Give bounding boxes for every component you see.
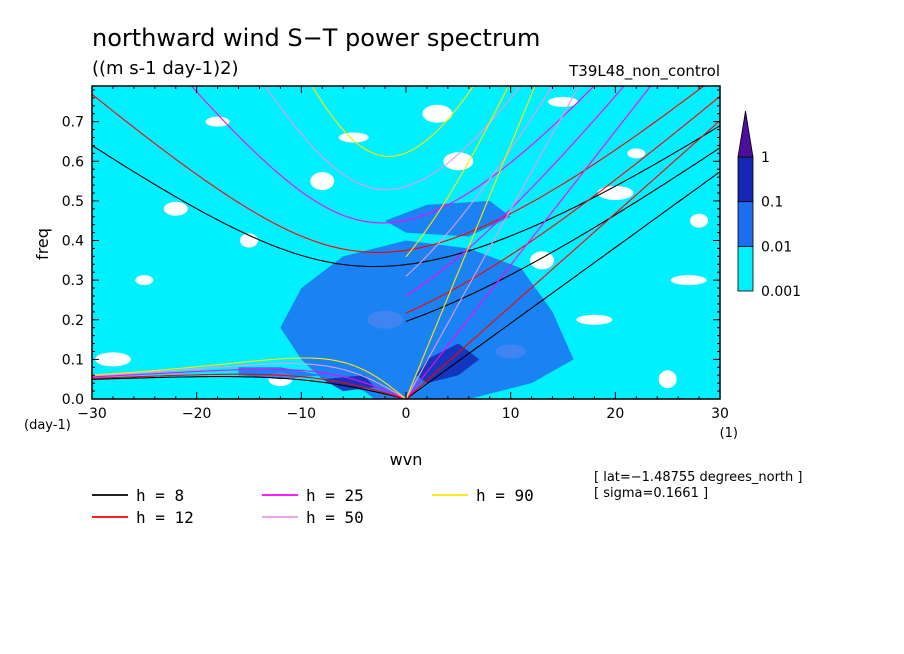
x-axis-label: wvn <box>390 450 423 469</box>
contour-region <box>385 200 511 237</box>
gravity-wave-curve <box>92 86 705 253</box>
rossby-wave-curve <box>92 376 407 399</box>
rossby-wave-curve <box>92 373 407 399</box>
rossby-wave-curve <box>92 363 407 399</box>
kelvin-wave-curve <box>405 86 652 399</box>
low-power-patch <box>670 275 707 286</box>
y-tick-label: 0.4 <box>62 234 84 250</box>
low-power-patch <box>530 251 555 270</box>
legend-label: h = 25 <box>306 486 364 505</box>
low-power-patch <box>548 96 578 107</box>
contour-region <box>416 343 480 384</box>
gravity-wave-curve <box>92 125 720 268</box>
y-tick-label: 0.1 <box>62 352 84 368</box>
x-unit-label: (1) <box>720 426 738 441</box>
low-power-patch <box>597 185 634 200</box>
plot-area <box>91 85 721 400</box>
legend-label: h = 50 <box>306 508 364 527</box>
x-tick-label: −30 <box>77 406 107 422</box>
low-power-patch <box>690 213 709 228</box>
run-label: T39L48_non_control <box>568 62 720 81</box>
low-power-patch <box>627 148 646 159</box>
low-power-patch <box>135 275 154 286</box>
y-tick-label: 0.5 <box>62 194 84 210</box>
lat-annotation: [ lat=−1.48755 degrees_north ] <box>594 470 802 485</box>
colorbar-label: 0.01 <box>761 239 792 255</box>
x-tick-label: 30 <box>711 406 729 422</box>
mixed-rossby-gravity-curve <box>405 147 720 322</box>
colorbar-segment <box>737 245 754 292</box>
chart-subtitle: ((m s-1 day-1)2) <box>92 58 239 79</box>
legend-label: h = 12 <box>136 508 194 527</box>
low-power-patch <box>310 172 335 191</box>
x-tick-label: 0 <box>402 406 411 422</box>
rossby-wave-curve <box>92 357 407 399</box>
mixed-rossby-gravity-curve <box>405 95 720 314</box>
legend-label: h = 8 <box>136 486 184 505</box>
low-power-patch <box>576 314 613 325</box>
mixed-rossby-gravity-curve <box>405 86 625 297</box>
gravity-wave-curve <box>311 86 475 157</box>
x-tick-label: 10 <box>502 406 520 422</box>
colorbar-segment <box>737 201 754 247</box>
low-power-patch <box>163 201 188 216</box>
colorbar-extend-arrow <box>737 110 754 158</box>
y-tick-label: 0.6 <box>62 154 84 170</box>
kelvin-wave-curve <box>405 120 720 399</box>
legend-label: h = 90 <box>476 486 534 505</box>
mixed-rossby-gravity-curve <box>405 86 510 258</box>
colorbar-label: 0.1 <box>761 195 783 211</box>
low-power-patch <box>94 352 131 367</box>
chart-title: northward wind S−T power spectrum <box>92 24 540 52</box>
y-tick-label: 0.7 <box>62 115 84 131</box>
y-tick-label: 0.0 <box>62 392 84 408</box>
kelvin-wave-curve <box>405 86 536 399</box>
legend: h = 8 h = 12 h = 25 h = 50 h = 90 <box>92 486 534 527</box>
axes: −30 −20 −10 0 10 20 30 0.0 0.1 0.2 0.3 0.4 0.5 0.6 0.7 <box>62 86 729 422</box>
rossby-wave-curve <box>92 368 407 399</box>
x-tick-label: −20 <box>182 406 212 422</box>
colorbar-segment <box>737 156 754 203</box>
x-tick-label: −10 <box>287 406 317 422</box>
colorbar-label: 1 <box>761 150 770 166</box>
y-axis-label: freq <box>33 228 52 260</box>
low-power-patch <box>205 116 230 127</box>
y-tick-label: 0.3 <box>62 273 84 289</box>
colorbar-label: 0.001 <box>761 284 801 300</box>
colorbar: 0.001 0.01 0.1 1 <box>737 110 801 300</box>
low-power-patch <box>658 370 677 389</box>
y-unit-label: (day-1) <box>24 418 71 433</box>
x-tick-label: 20 <box>606 406 624 422</box>
dispersion-curves <box>92 86 720 399</box>
gravity-wave-curve <box>264 86 522 191</box>
y-tick-label: 0.2 <box>62 313 84 329</box>
kelvin-wave-curve <box>405 171 720 399</box>
low-power-patch <box>338 132 369 143</box>
sigma-annotation: [ sigma=0.1661 ] <box>594 486 708 501</box>
mixed-rossby-gravity-curve <box>405 86 554 277</box>
low-power-patch <box>422 104 453 123</box>
kelvin-wave-curve <box>405 86 580 399</box>
